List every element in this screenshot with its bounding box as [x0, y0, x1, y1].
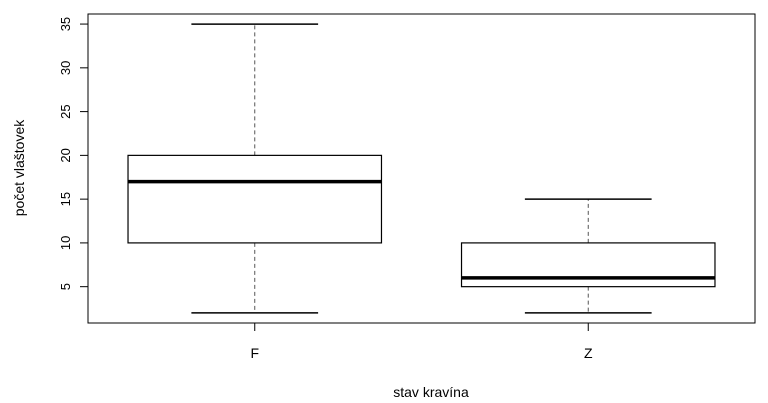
y-axis-label: počet vlaštovek	[11, 119, 27, 216]
y-tick-label-5: 5	[58, 283, 73, 290]
box-Z	[460, 242, 716, 288]
y-tick-label-30: 30	[58, 61, 73, 75]
y-tick-label-10: 10	[58, 236, 73, 250]
box-F	[127, 154, 383, 244]
y-tick-label-20: 20	[58, 148, 73, 162]
y-tick-label-15: 15	[58, 192, 73, 206]
y-tick-label-35: 35	[58, 17, 73, 31]
y-axis: 5 10 15 20 25 30 35	[58, 17, 89, 290]
boxes	[127, 23, 716, 314]
y-tick-label-25: 25	[58, 104, 73, 118]
x-tick-label-Z: Z	[584, 345, 593, 361]
x-tick-label-F: F	[250, 345, 259, 361]
x-axis-label: stav kravína	[393, 384, 469, 400]
